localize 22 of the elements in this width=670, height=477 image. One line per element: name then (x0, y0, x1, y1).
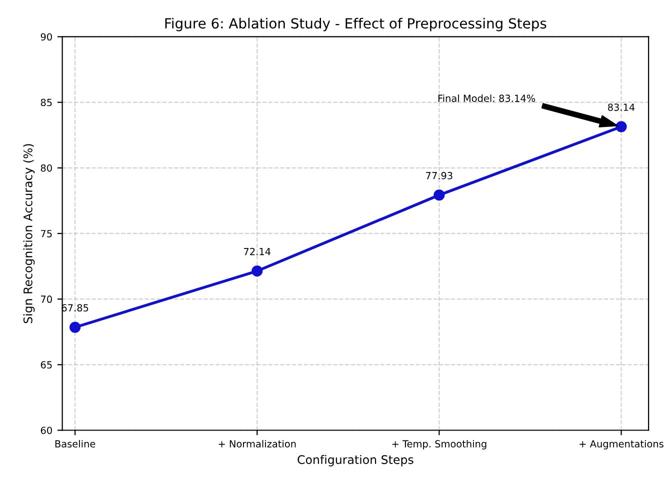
data-label: 72.14 (244, 248, 270, 256)
y-tick-label: 75 (41, 230, 52, 238)
y-tick-label: 80 (40, 164, 52, 172)
point (70, 322, 81, 333)
x-tick-label: + Temp. Smoothing (392, 440, 486, 450)
data-label: 77.93 (426, 172, 452, 180)
x-tick-label: + Normalization (218, 440, 296, 448)
point (252, 265, 263, 277)
point (434, 190, 445, 201)
x-axis-title: Configuration Steps (298, 454, 414, 466)
point (616, 121, 627, 132)
x-tick-label: + Augmentations (580, 440, 664, 450)
data-label: 83.14 (608, 104, 635, 111)
y-tick-label: 85 (40, 98, 52, 106)
y-tick-label: 70 (41, 296, 52, 303)
y-tick-label: 90 (40, 33, 52, 41)
y-tick-label: 65 (40, 361, 52, 368)
y-tick-label: 60 (40, 426, 52, 434)
annotation: Final Model: 83.14% (438, 94, 536, 102)
y-axis-title: Sign Recognition Accuracy (%) (23, 144, 35, 324)
x-tick-label: Baseline (55, 440, 96, 448)
chart-title: Figure 6: Ablation Study - Effect of Preprocessing Steps (165, 18, 546, 32)
